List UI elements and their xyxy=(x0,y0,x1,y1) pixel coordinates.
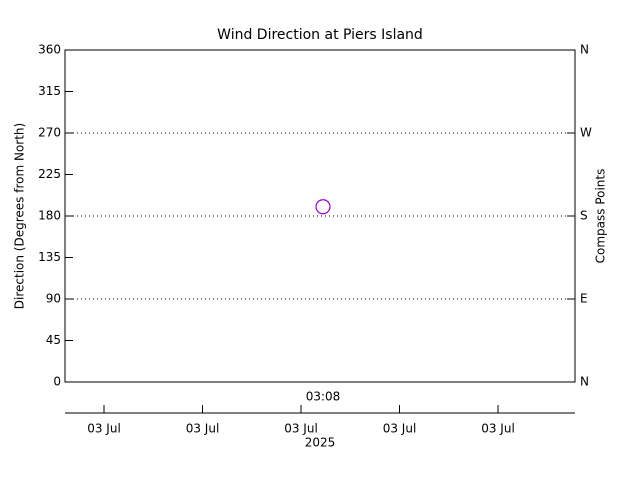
date-tick-label: 03 Jul xyxy=(284,422,318,436)
y2-tick-label: S xyxy=(580,209,588,223)
y2-tick-label: W xyxy=(580,126,592,140)
data-point xyxy=(315,199,331,215)
y2-tick-label: N xyxy=(580,375,589,389)
y-tick-label: 270 xyxy=(38,126,61,140)
y2-tick-label: E xyxy=(580,292,588,306)
date-tick-label: 03 Jul xyxy=(481,422,515,436)
date-tick-label: 03 Jul xyxy=(383,422,417,436)
y2-tick-label: N xyxy=(580,43,589,57)
y-tick-label: 360 xyxy=(38,43,61,57)
y-tick-label: 45 xyxy=(46,333,61,347)
date-tick-label: 03 Jul xyxy=(186,422,220,436)
y-tick-label: 225 xyxy=(38,167,61,181)
y-tick-label: 315 xyxy=(38,84,61,98)
date-year: 2025 xyxy=(305,436,336,450)
y-tick-label: 135 xyxy=(38,250,61,264)
y-tick-label: 90 xyxy=(46,292,61,306)
chart-title: Wind Direction at Piers Island xyxy=(217,27,423,43)
date-tick-label: 03 Jul xyxy=(87,422,121,436)
y2-axis-label: Compass Points xyxy=(594,169,608,264)
y-tick-label: 180 xyxy=(38,209,61,223)
y-axis-label: Direction (Degrees from North) xyxy=(13,123,27,309)
x-tick-label: 03:08 xyxy=(306,390,341,404)
y-tick-label: 0 xyxy=(53,375,61,389)
